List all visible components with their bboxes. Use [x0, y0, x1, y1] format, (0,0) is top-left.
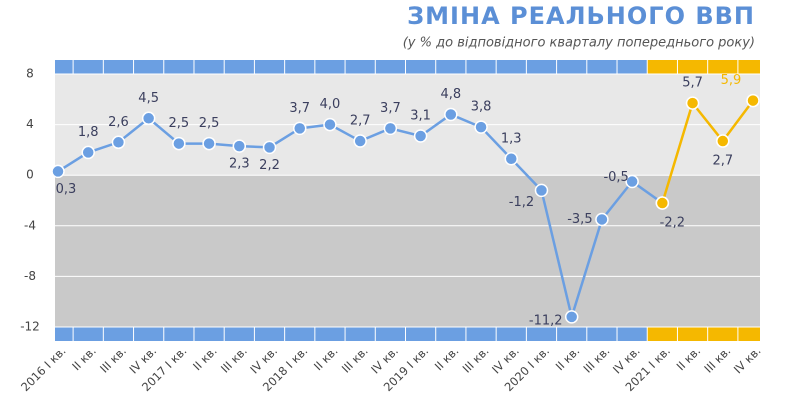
data-label: 2,7 — [712, 154, 733, 169]
data-point — [685, 96, 700, 110]
data-label: 0,3 — [56, 182, 77, 197]
x-tick-label: 2016 I кв. — [18, 344, 68, 394]
data-point — [413, 129, 428, 143]
data-point — [504, 152, 519, 166]
data-label: 3,8 — [471, 100, 492, 115]
data-point — [81, 145, 95, 160]
data-label: 2,2 — [259, 158, 280, 173]
chart-title: ЗМІНА РЕАЛЬНОГО ВВП — [407, 2, 755, 30]
y-tick-label: -4 — [24, 218, 36, 232]
x-tick-label: II кв. — [311, 344, 341, 374]
x-tick-label: II кв. — [69, 344, 99, 374]
x-tick-label: IV кв. — [731, 344, 764, 377]
data-label: 3,1 — [410, 108, 431, 123]
y-tick-label: -12 — [20, 320, 40, 334]
chart-subtitle: (у % до відповідного кварталу попередньо… — [403, 36, 755, 51]
x-tick-label: III кв. — [339, 344, 371, 376]
data-point — [51, 164, 65, 179]
data-point — [232, 139, 247, 153]
y-tick-label: 4 — [26, 117, 34, 131]
data-label: 2,5 — [199, 116, 220, 131]
x-tick-label: II кв. — [190, 344, 220, 374]
data-point — [474, 120, 488, 134]
strip — [55, 60, 648, 74]
data-point — [262, 140, 277, 155]
y-tick-label: -8 — [24, 269, 36, 283]
data-point — [383, 121, 398, 136]
x-tick-label: III кв. — [97, 344, 129, 376]
data-label: 3,7 — [380, 101, 401, 116]
strip — [647, 60, 760, 74]
data-point — [625, 174, 639, 189]
data-point — [564, 310, 579, 324]
data-label: 5,9 — [721, 73, 742, 88]
data-label: 2,6 — [108, 115, 129, 130]
data-label: -11,2 — [529, 313, 563, 328]
data-label: 3,7 — [289, 101, 310, 116]
data-point — [444, 107, 458, 122]
data-label: 4,5 — [138, 91, 159, 106]
data-label: -0,5 — [603, 170, 628, 185]
data-point — [323, 117, 337, 132]
data-point — [172, 136, 186, 151]
negative-area — [55, 175, 760, 327]
x-tick-label: II кв. — [553, 344, 583, 374]
data-label: 2,5 — [169, 116, 190, 131]
data-label: -1,2 — [509, 195, 534, 210]
y-tick-label: 8 — [26, 67, 34, 81]
strip — [55, 327, 648, 341]
data-point — [655, 196, 670, 210]
data-point — [292, 121, 307, 136]
x-tick-label: II кв. — [432, 344, 462, 374]
x-tick-label: II кв. — [674, 344, 704, 374]
y-tick-label: 0 — [26, 168, 34, 182]
x-tick-label: III кв. — [460, 344, 492, 376]
data-point — [141, 111, 156, 126]
data-point — [716, 134, 730, 148]
data-point — [534, 183, 549, 198]
data-label: 4,8 — [440, 87, 461, 102]
data-point — [595, 212, 609, 227]
data-point — [111, 135, 126, 150]
data-label: 1,8 — [78, 125, 99, 140]
data-label: -3,5 — [567, 212, 592, 227]
x-tick-label: III кв. — [701, 344, 733, 376]
x-tick-label: III кв. — [218, 344, 250, 376]
data-label: 2,3 — [229, 157, 250, 172]
data-point — [202, 136, 216, 151]
data-label: 2,7 — [350, 114, 371, 129]
data-point — [353, 134, 367, 148]
data-label: 4,0 — [320, 97, 341, 112]
data-label: 5,7 — [682, 76, 703, 91]
series-line — [661, 99, 755, 204]
data-label: 1,3 — [501, 131, 522, 146]
data-point — [746, 93, 760, 108]
data-label: -2,2 — [660, 216, 685, 231]
strip — [647, 327, 760, 341]
x-tick-label: III кв. — [581, 344, 613, 376]
